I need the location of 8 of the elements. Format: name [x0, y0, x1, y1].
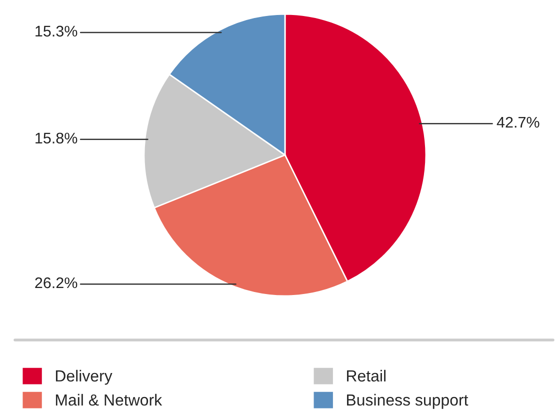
data-label: 42.7%	[496, 116, 540, 128]
legend-label: Retail	[347, 370, 386, 382]
legend-label: Business support	[347, 394, 468, 409]
data-label: 15.3%	[36, 26, 78, 37]
legend-label: Mail & Network	[56, 394, 162, 406]
legend-label: Delivery	[56, 370, 112, 385]
data-label: 15.8%	[36, 132, 78, 144]
data-label: 26.2%	[35, 277, 78, 288]
